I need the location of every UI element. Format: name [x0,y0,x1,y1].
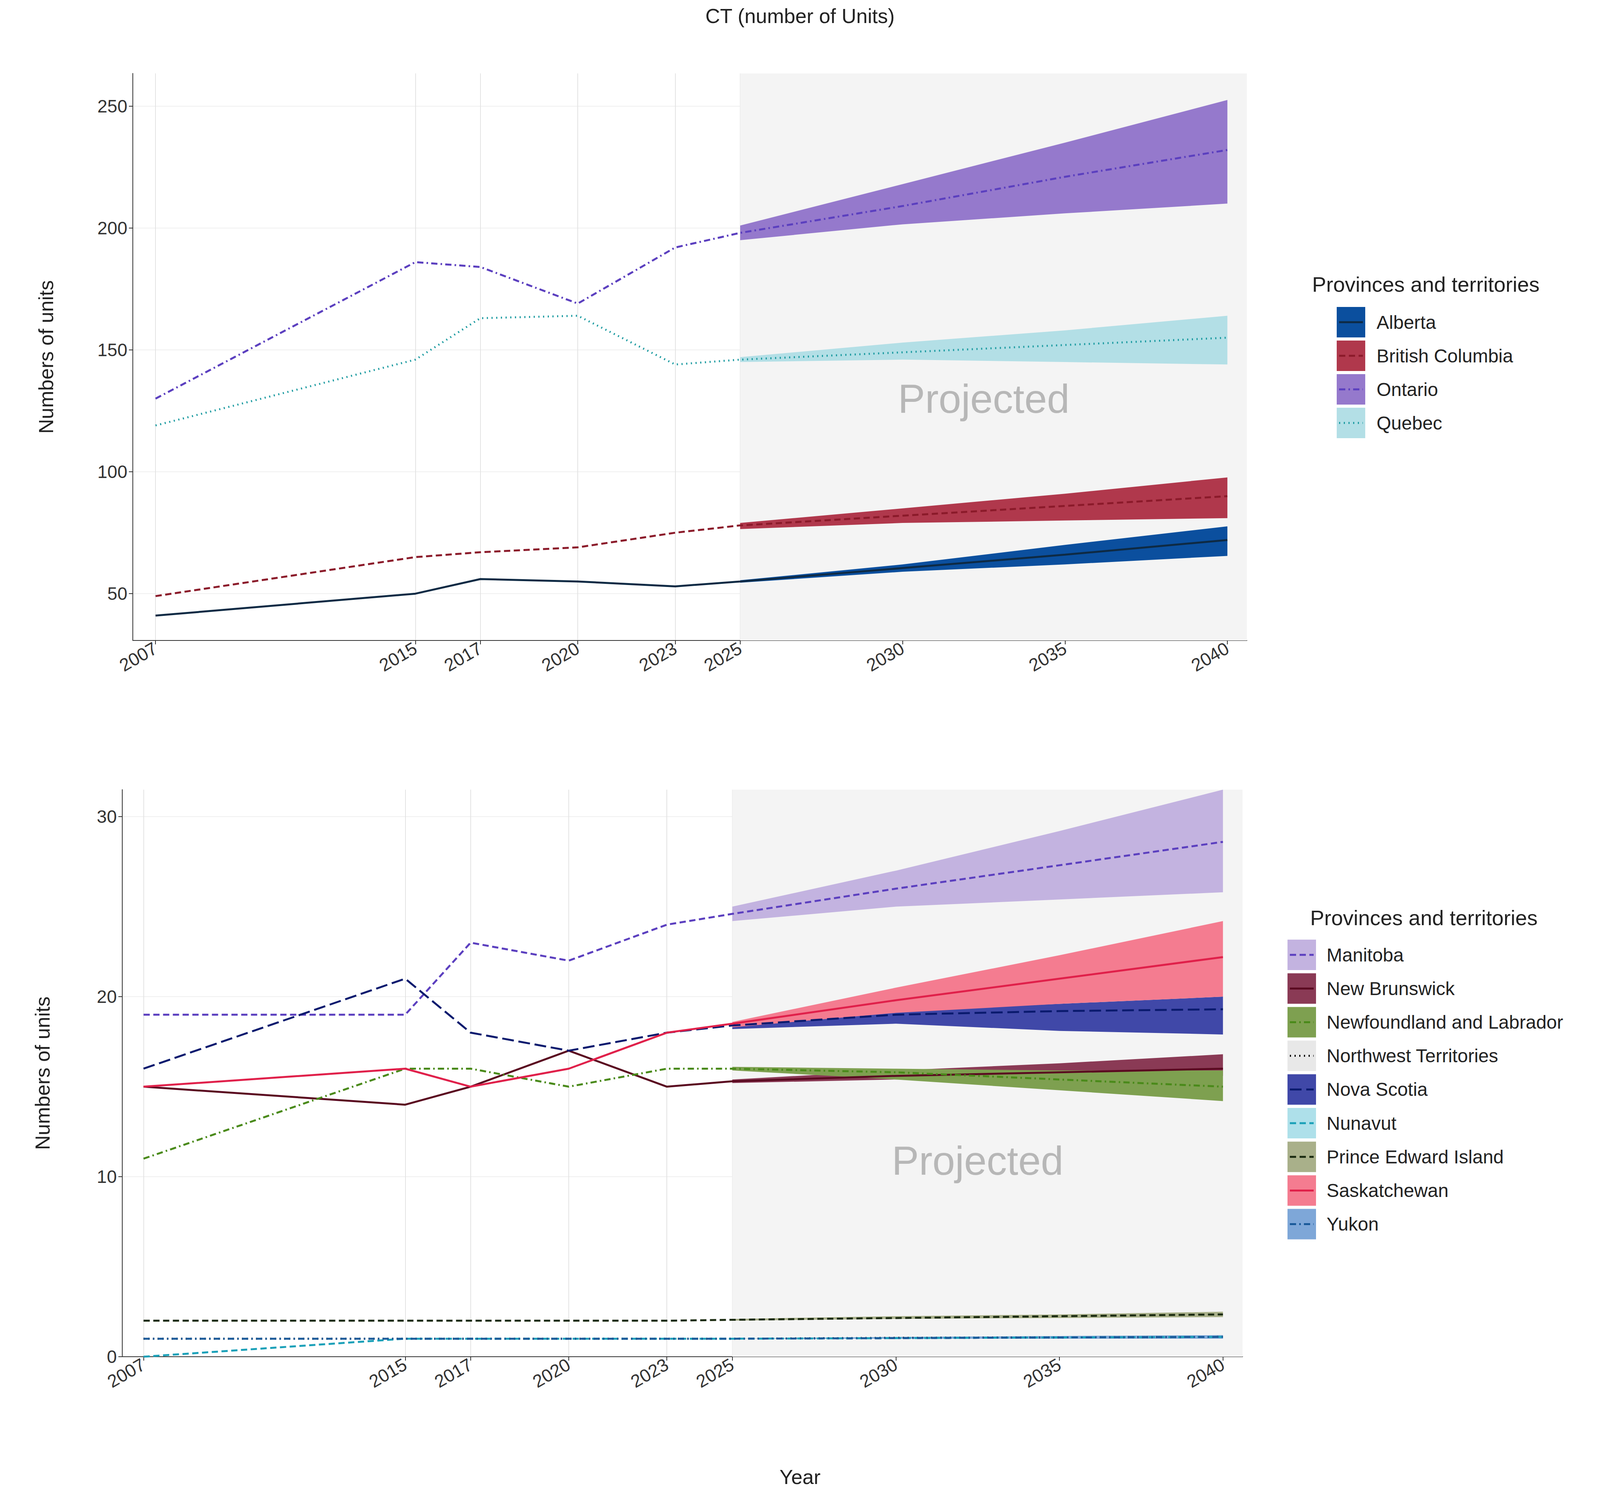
svg-text:2017: 2017 [430,1354,476,1392]
svg-text:2040: 2040 [1187,637,1233,676]
svg-text:2030: 2030 [862,637,908,676]
svg-text:Manitoba: Manitoba [1326,944,1404,966]
svg-text:Projected: Projected [891,1138,1064,1184]
svg-text:2007: 2007 [103,1354,149,1392]
svg-text:2023: 2023 [635,637,681,676]
svg-text:Saskatchewan: Saskatchewan [1326,1180,1449,1202]
svg-text:British Columbia: British Columbia [1376,345,1514,367]
svg-text:2040: 2040 [1183,1354,1229,1392]
svg-text:150: 150 [97,339,128,361]
svg-text:Numbers of units: Numbers of units [31,996,54,1150]
svg-text:2020: 2020 [528,1354,574,1392]
svg-text:Provinces and territories: Provinces and territories [1312,272,1540,297]
svg-text:Year: Year [779,1466,821,1489]
svg-text:250: 250 [97,96,128,117]
svg-text:New Brunswick: New Brunswick [1326,978,1456,1000]
svg-text:Numbers of units: Numbers of units [34,280,58,434]
svg-text:2015: 2015 [375,637,421,676]
svg-text:Yukon: Yukon [1326,1214,1379,1235]
svg-text:50: 50 [107,583,128,604]
svg-text:Newfoundland and Labrador: Newfoundland and Labrador [1326,1012,1564,1033]
svg-text:20: 20 [96,986,117,1008]
svg-text:2023: 2023 [627,1354,673,1392]
svg-text:Quebec: Quebec [1376,412,1443,434]
svg-text:Prince Edward Island: Prince Edward Island [1326,1146,1504,1168]
svg-text:Northwest Territories: Northwest Territories [1326,1045,1499,1067]
svg-text:2017: 2017 [440,637,486,676]
svg-text:2025: 2025 [692,1354,738,1392]
svg-text:2030: 2030 [856,1354,902,1392]
svg-text:30: 30 [96,806,117,827]
svg-text:Alberta: Alberta [1376,312,1436,333]
svg-text:Projected: Projected [898,376,1070,422]
svg-text:2007: 2007 [116,637,161,676]
svg-text:10: 10 [96,1166,117,1188]
svg-text:Nunavut: Nunavut [1326,1113,1397,1134]
svg-text:2035: 2035 [1025,637,1071,676]
svg-text:CT (number of Units): CT (number of Units) [705,4,895,28]
svg-text:200: 200 [97,217,128,239]
svg-text:0: 0 [106,1346,117,1368]
svg-text:2025: 2025 [700,637,746,676]
svg-text:Nova Scotia: Nova Scotia [1326,1079,1428,1100]
svg-text:100: 100 [97,461,128,483]
svg-text:Provinces and territories: Provinces and territories [1310,906,1538,930]
svg-text:2020: 2020 [538,637,584,676]
svg-text:2035: 2035 [1019,1354,1065,1392]
svg-text:2015: 2015 [365,1354,411,1392]
svg-text:Ontario: Ontario [1376,379,1438,400]
